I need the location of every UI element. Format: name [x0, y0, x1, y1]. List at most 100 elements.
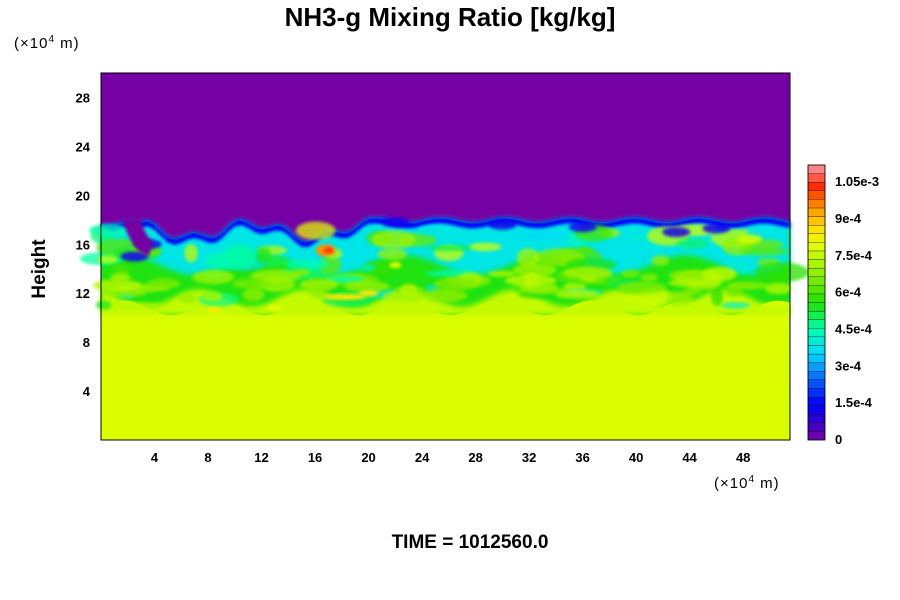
x-tick-label: 32 [522, 450, 536, 465]
turbulence-blob [377, 248, 407, 261]
turbulence-blob [299, 278, 339, 291]
turbulence-blob [284, 259, 329, 270]
intrusion-blob [568, 222, 597, 233]
colorbar-swatch [807, 190, 826, 200]
x-tick-label: 36 [575, 450, 589, 465]
hotspot-blob [358, 290, 379, 297]
colorbar-swatch [807, 336, 826, 346]
x-tick-label: 48 [736, 450, 750, 465]
colorbar-label: 6e-4 [835, 285, 862, 300]
turbulence-blob [620, 269, 640, 278]
turbulence-blob [232, 278, 271, 289]
y-tick-label: 16 [76, 237, 90, 252]
turbulence-blob [667, 278, 724, 288]
heatmap-field [79, 73, 809, 440]
colorbar-label: 1.05e-3 [835, 174, 879, 189]
colorbar-swatch [807, 267, 826, 277]
colorbar-label: 4.5e-4 [835, 322, 873, 337]
intrusion-blob [488, 219, 517, 230]
turbulence-blob [580, 275, 597, 283]
y-axis: 4 8 12 16 20 24 28 [76, 90, 91, 399]
colorbar: 0 1.5e-4 3e-4 4.5e-4 6e-4 7.5e-4 9e-4 1.05e-3 [807, 164, 879, 447]
turbulence-blob [737, 235, 762, 244]
turbulence-blob [201, 291, 223, 302]
turbulence-blob [112, 264, 131, 276]
turbulence-blob [204, 252, 256, 270]
y-tick-label: 4 [83, 384, 91, 399]
turbulence-blob [433, 277, 478, 291]
turbulence-blob [423, 288, 468, 303]
turbulence-blob [343, 280, 391, 293]
turbulence-blob [399, 283, 418, 296]
y-tick-label: 8 [83, 335, 90, 350]
intrusion-blob [120, 251, 149, 262]
colorbar-swatch [807, 388, 826, 398]
turbulence-blob [562, 266, 613, 280]
colorbar-swatch [807, 405, 826, 415]
colorbar-swatch [807, 250, 826, 260]
plot-frame [100, 72, 791, 441]
colorbar-swatch [807, 225, 826, 234]
turbulence-blob [651, 255, 670, 266]
y-tick-label: 20 [76, 188, 90, 203]
turbulence-blob [88, 224, 130, 237]
x-tick-label: 28 [468, 450, 482, 465]
colorbar-swatch [807, 276, 826, 286]
x-tick-label: 4 [151, 450, 159, 465]
turbulence-blob [740, 247, 788, 256]
y-axis-unit-label: (×104 m) [14, 34, 80, 52]
intrusion-blob [662, 227, 691, 238]
colorbar-swatch [807, 242, 826, 252]
hotspot-blob [266, 304, 283, 311]
colorbar-swatch [807, 302, 826, 312]
colorbar-swatch [807, 353, 826, 363]
x-tick-label: 40 [629, 450, 643, 465]
turbulence-blob [292, 269, 310, 277]
turbulence-blob [468, 242, 502, 252]
turbulence-blob [257, 276, 296, 292]
colorbar-swatch [807, 259, 826, 269]
x-tick-label: 12 [254, 450, 268, 465]
turbulence-blob [255, 246, 272, 264]
x-axis-unit-label: (×104 m) [714, 474, 780, 492]
colorbar-label: 1.5e-4 [835, 395, 873, 410]
intrusion-purple [122, 219, 154, 256]
hotspot-blob [323, 247, 334, 254]
colorbar-label: 9e-4 [835, 211, 862, 226]
colorbar-swatch [807, 422, 826, 432]
hotspot-blob [206, 307, 223, 314]
turbulence-blob [702, 266, 737, 282]
colorbar-swatch [807, 199, 826, 209]
turbulence-blob [516, 248, 540, 268]
turbulence-blob [95, 300, 112, 310]
colorbar-swatch [807, 182, 826, 191]
x-axis: 4 8 12 16 20 24 28 32 36 40 44 48 [151, 450, 751, 465]
turbulence-blob [192, 270, 235, 285]
turbulence-blob [427, 244, 473, 252]
turbulence-blob [97, 255, 118, 264]
colorbar-swatch [807, 414, 826, 423]
turbulence-blob [675, 238, 708, 249]
colorbar-swatch [807, 379, 826, 389]
y-tick-label: 24 [76, 139, 91, 154]
time-label: TIME = 1012560.0 [391, 532, 549, 553]
turbulence-blob [417, 224, 448, 236]
colorbar-swatch [807, 396, 826, 406]
turbulence-blob [523, 272, 540, 288]
colorbar-swatch [807, 319, 826, 329]
intrusion-blob [702, 223, 731, 234]
intrusion-blob [381, 217, 410, 228]
colorbar-frame [807, 164, 826, 441]
turbulence-blob [295, 221, 336, 240]
turbulence-blob [92, 279, 142, 292]
colorbar-swatch [807, 173, 826, 183]
x-tick-label: 16 [308, 450, 322, 465]
colorbar-swatch [807, 164, 826, 174]
colorbar-swatch [807, 362, 826, 372]
colorbar-swatch [807, 285, 826, 295]
turbulence-blob [371, 230, 416, 250]
colorbar-swatch [807, 345, 826, 355]
y-tick-label: 12 [76, 286, 90, 301]
turbulence-blob [487, 270, 516, 278]
